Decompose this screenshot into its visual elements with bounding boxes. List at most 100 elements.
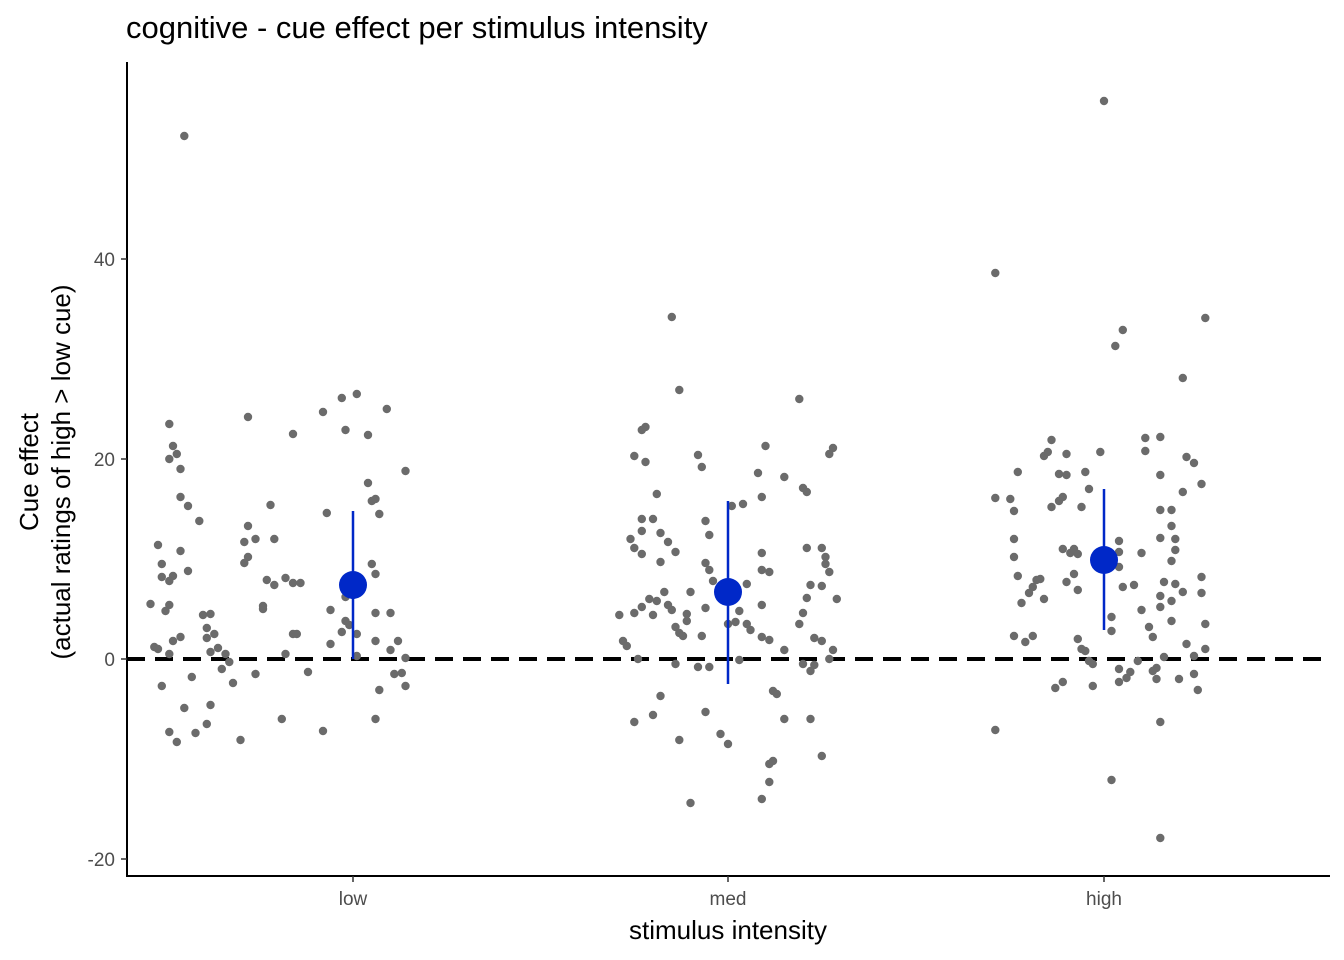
data-point-low [202,633,211,643]
mean-point-med [714,578,742,606]
data-point-med [742,579,751,589]
data-point-med [663,537,673,547]
data-point-low [213,643,223,653]
data-point-high [1189,651,1199,661]
data-point-high [991,268,1000,278]
data-point-low [401,466,410,476]
data-point-high [1197,588,1206,598]
data-point-high [1024,588,1034,598]
data-point-high [1017,598,1026,608]
data-point-med [637,425,646,435]
data-point-low [390,669,399,679]
data-point-med [656,528,665,538]
y-tick-label: -20 [88,850,115,871]
data-point-low [176,492,185,502]
data-point-high [1077,502,1086,512]
data-point-low [288,429,298,439]
data-point-med [637,549,646,559]
data-point-low [386,645,395,655]
data-point-high [1114,677,1124,687]
data-point-high [1174,674,1184,684]
data-point-high [1118,582,1128,592]
chart-title: cognitive - cue effect per stimulus inte… [126,10,708,45]
data-point-high [1088,681,1098,691]
data-point-low [386,608,395,618]
data-point-med [656,691,665,701]
data-point-low [187,672,196,682]
data-point-med [780,472,789,482]
data-point-high [1144,622,1154,632]
data-point-high [1032,575,1041,585]
data-point-low [382,404,391,414]
data-point-high [1167,616,1176,626]
data-point-high [1114,664,1124,674]
data-point-high [1039,594,1049,604]
data-point-low [341,425,350,435]
data-point-high [1133,656,1143,666]
data-point-med [630,717,639,727]
data-point-low [262,575,271,585]
data-point-med [626,534,635,544]
data-point-low [240,558,249,568]
data-point-low [303,667,313,677]
data-point-med [738,499,748,509]
data-point-med [825,654,834,664]
data-point-high [1156,717,1165,727]
data-point-high [1062,449,1071,459]
data-point-low [243,552,253,562]
data-point-high [1047,435,1056,445]
data-point-high [1156,602,1165,612]
data-point-med [682,616,691,626]
data-point-med [645,594,654,604]
data-point-low [341,616,350,626]
data-point-low [243,412,253,422]
data-point-med [825,567,834,577]
data-point-low [228,678,238,688]
data-point-low [363,478,373,488]
data-point-high [1141,446,1150,456]
data-point-med [630,543,639,553]
data-point-med [798,659,808,669]
data-point-low [217,664,226,674]
data-point-low [367,559,376,569]
data-point-high [1062,577,1071,587]
data-point-med [795,394,804,404]
data-point-high [1073,549,1083,559]
data-point-high [1197,572,1206,582]
data-point-med [652,596,661,606]
x-ticks: low med high [339,876,1122,910]
data-point-med [667,605,676,615]
data-point-high [1201,619,1210,629]
data-point-med [765,635,774,645]
data-point-med [757,565,766,575]
data-point-med [742,619,751,629]
data-point-med [735,606,744,616]
data-point-low [352,629,361,639]
data-point-high [1148,666,1158,676]
data-point-low [258,604,268,614]
data-point-med [648,514,658,524]
data-point-low [270,534,279,544]
data-point-high [1084,484,1094,494]
data-point-med [832,594,841,604]
data-point-low [281,573,290,583]
data-point-low [397,668,406,678]
data-point-high [1043,447,1053,457]
data-point-low [236,735,245,745]
data-point-low [165,454,174,464]
data-point-high [1156,505,1165,515]
data-point-low [165,419,174,429]
data-point-high [1189,458,1199,468]
data-point-med [806,714,815,724]
data-point-high [1009,506,1019,516]
data-point-low [352,651,361,661]
data-point-low [172,449,181,459]
data-point-low [393,636,403,646]
data-point-low [371,714,380,724]
data-point-med [810,633,819,643]
data-point-low [157,559,166,569]
data-point-high [1118,325,1128,335]
axes-layer [126,62,1330,877]
data-point-med [817,751,826,761]
data-point-med [667,312,676,322]
